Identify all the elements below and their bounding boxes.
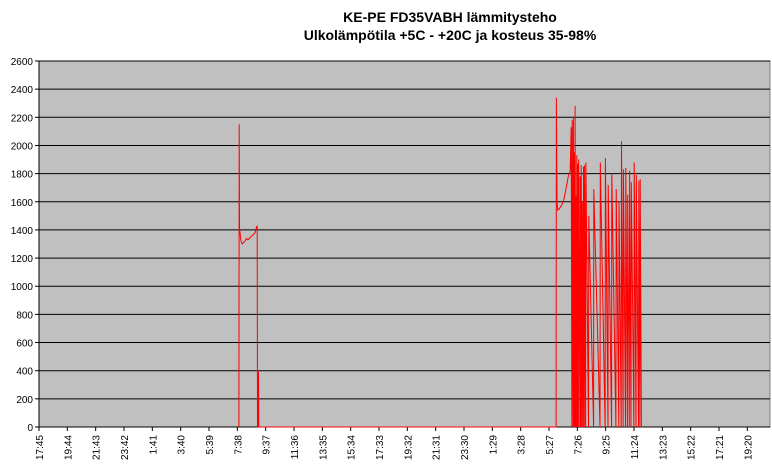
x-tick-label: 7:38 bbox=[233, 435, 244, 455]
x-tick-label: 17:33 bbox=[375, 435, 386, 460]
x-tick-label: 1:41 bbox=[148, 435, 159, 455]
chart-subtitle: Ulkolämpötila +5C - +20C ja kosteus 35-9… bbox=[303, 27, 597, 43]
y-tick-label: 2600 bbox=[11, 57, 34, 68]
x-tick-label: 19:32 bbox=[403, 435, 414, 460]
y-tick-label: 1200 bbox=[11, 254, 34, 265]
y-tick-label: 2400 bbox=[11, 85, 34, 96]
x-tick-label: 17:45 bbox=[35, 435, 46, 460]
x-tick-label: 1:29 bbox=[488, 435, 499, 455]
x-tick-label: 17:21 bbox=[715, 435, 726, 460]
x-tick-label: 11:36 bbox=[290, 435, 301, 460]
x-tick-label: 5:27 bbox=[545, 435, 556, 455]
x-tick-label: 15:34 bbox=[347, 435, 358, 460]
x-tick-label: 9:37 bbox=[262, 435, 273, 455]
x-tick-label: 9:25 bbox=[602, 435, 613, 455]
x-tick-label: 13:35 bbox=[318, 435, 329, 460]
y-tick-label: 200 bbox=[16, 395, 33, 406]
y-tick-label: 600 bbox=[16, 339, 33, 350]
y-tick-label: 1400 bbox=[11, 226, 34, 237]
y-tick-label: 1800 bbox=[11, 170, 34, 181]
y-tick-label: 2200 bbox=[11, 113, 34, 124]
x-tick-label: 19:20 bbox=[743, 435, 754, 460]
x-tick-label: 19:44 bbox=[63, 435, 74, 460]
series-line bbox=[238, 97, 642, 428]
y-tick-label: 800 bbox=[16, 310, 33, 321]
x-tick-label: 11:24 bbox=[630, 435, 641, 460]
x-tick-label: 7:26 bbox=[573, 435, 584, 455]
y-tick-label: 1600 bbox=[11, 198, 34, 209]
y-tick-label: 2000 bbox=[11, 141, 34, 152]
x-tick-label: 5:39 bbox=[205, 435, 216, 455]
x-tick-label: 15:22 bbox=[687, 435, 698, 460]
x-tick-label: 23:30 bbox=[460, 435, 471, 460]
chart-title: KE-PE FD35VABH lämmitysteho bbox=[343, 9, 557, 25]
x-tick-label: 3:40 bbox=[177, 435, 188, 455]
y-tick-label: 400 bbox=[16, 367, 33, 378]
x-tick-label: 23:42 bbox=[120, 435, 131, 460]
y-tick-label: 1000 bbox=[11, 282, 34, 293]
y-tick-label: 0 bbox=[27, 423, 33, 434]
x-tick-label: 13:23 bbox=[658, 435, 669, 460]
x-tick-label: 21:31 bbox=[432, 435, 443, 460]
plot-area bbox=[38, 60, 771, 428]
x-tick-label: 21:43 bbox=[92, 435, 103, 460]
x-tick-label: 3:28 bbox=[517, 435, 528, 455]
